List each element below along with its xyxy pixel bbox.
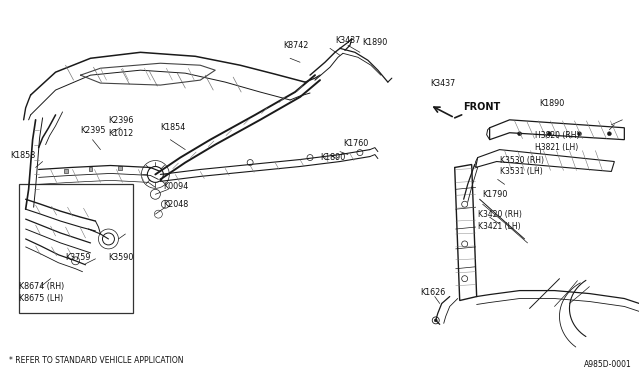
Circle shape: [435, 319, 437, 322]
Text: K1890: K1890: [320, 153, 345, 161]
Text: K3531 (LH): K3531 (LH): [500, 167, 542, 176]
Text: K8675 (LH): K8675 (LH): [19, 295, 63, 304]
Text: K1626: K1626: [420, 288, 445, 296]
Text: H3821 (LH): H3821 (LH): [534, 142, 578, 152]
Text: * REFER TO STANDARD VEHICLE APPLICATION: * REFER TO STANDARD VEHICLE APPLICATION: [9, 356, 183, 365]
Text: K3530 (RH): K3530 (RH): [500, 155, 543, 164]
Text: FRONT: FRONT: [463, 102, 500, 112]
Text: K8742: K8742: [283, 41, 308, 50]
Text: H3820 (RH): H3820 (RH): [534, 131, 579, 140]
Text: K1012: K1012: [108, 129, 134, 138]
Bar: [63, 170, 68, 173]
Text: A985D-0001: A985D-0001: [584, 360, 631, 369]
Circle shape: [607, 132, 611, 136]
Bar: [88, 167, 93, 171]
Text: K3437: K3437: [430, 79, 455, 88]
Text: K1858: K1858: [11, 151, 36, 160]
Circle shape: [518, 132, 522, 136]
Text: K2395: K2395: [81, 126, 106, 135]
Bar: [19, 185, 133, 314]
Text: K1790: K1790: [483, 190, 508, 199]
Text: K0094: K0094: [163, 182, 189, 191]
Text: K1890: K1890: [362, 38, 387, 47]
Text: K3437: K3437: [335, 36, 360, 45]
Text: K3420 (RH): K3420 (RH): [477, 210, 522, 219]
Circle shape: [547, 132, 552, 136]
Circle shape: [577, 132, 581, 136]
Bar: [118, 167, 122, 170]
Text: K2048: K2048: [163, 200, 189, 209]
Text: K1760: K1760: [343, 139, 368, 148]
Text: K3590: K3590: [108, 253, 134, 262]
Text: K1854: K1854: [161, 123, 186, 132]
Text: K2396: K2396: [108, 116, 134, 125]
Text: K1890: K1890: [540, 99, 564, 108]
Text: K3421 (LH): K3421 (LH): [477, 222, 520, 231]
Text: K8674 (RH): K8674 (RH): [19, 282, 64, 291]
Text: K3759: K3759: [65, 253, 91, 262]
